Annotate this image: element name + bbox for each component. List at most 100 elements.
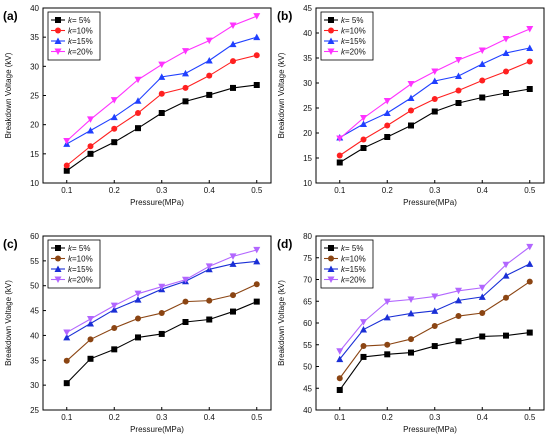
data-point <box>182 298 189 305</box>
data-point <box>336 152 343 159</box>
series-4 <box>63 13 261 145</box>
series-3 <box>63 33 261 147</box>
data-point <box>526 26 534 33</box>
data-point <box>431 293 439 300</box>
legend-marker <box>328 245 334 251</box>
data-point <box>134 290 142 298</box>
data-point <box>455 287 462 295</box>
data-point <box>110 97 118 104</box>
legend-entry: k=20% <box>68 48 93 57</box>
data-point <box>158 110 165 116</box>
data-point <box>87 316 94 323</box>
data-point <box>135 334 141 341</box>
data-point <box>360 319 367 326</box>
data-point <box>526 58 533 65</box>
data-point <box>63 333 71 341</box>
data-point <box>408 336 414 343</box>
data-point <box>206 316 213 323</box>
x-tick-label: 0.1 <box>61 186 73 195</box>
legend-marker <box>328 27 334 34</box>
series-1 <box>336 86 533 166</box>
legend-entry: k=10% <box>68 255 93 264</box>
data-point <box>63 357 70 364</box>
x-tick-label: 0.1 <box>61 413 73 422</box>
data-point <box>63 162 70 169</box>
y-tick-label: 30 <box>303 79 312 88</box>
data-point <box>206 72 213 79</box>
data-point <box>336 355 344 363</box>
legend: k= 5% k=10%k=15% k=20% <box>320 11 374 61</box>
data-point <box>502 49 510 56</box>
data-point <box>408 349 414 356</box>
data-point <box>431 343 438 350</box>
y-tick-label: 35 <box>30 33 39 42</box>
data-point <box>134 296 142 303</box>
data-point <box>182 98 189 105</box>
data-point <box>383 98 391 105</box>
data-point <box>253 52 260 59</box>
data-point <box>431 68 439 75</box>
data-point <box>336 159 343 166</box>
data-point <box>384 134 391 140</box>
y-tick-label: 20 <box>30 121 39 130</box>
chart-panel-3: 0.1 0.2 0.3 0.4 0.5 25 30 35 40 45 50 55 60 Pressure(… <box>3 232 272 434</box>
chart-panel-4: 0.1 0.2 0.3 0.4 0.5 40 45 50 55 60 65 70 75 80 Pressur… <box>277 232 545 434</box>
data-point <box>229 22 237 29</box>
data-point <box>408 107 414 114</box>
data-point <box>135 125 141 132</box>
legend-entry: k= 5% <box>68 16 90 25</box>
x-tick-label: 0.5 <box>251 186 263 195</box>
data-point <box>431 307 439 314</box>
data-point <box>383 109 391 116</box>
legend-marker <box>55 255 61 262</box>
data-point <box>478 60 486 67</box>
plot-frame <box>42 235 272 411</box>
x-tick-label: 0.2 <box>109 413 121 422</box>
series-1 <box>63 298 260 387</box>
y-axis-label: Breakdown Voltage (kV) <box>277 280 286 366</box>
data-point <box>502 261 510 269</box>
legend-marker <box>54 276 62 283</box>
series-4 <box>336 243 534 355</box>
data-point <box>253 82 260 88</box>
data-point <box>408 122 414 129</box>
data-point <box>110 306 118 313</box>
x-tick-label: 0.3 <box>156 186 168 195</box>
data-point <box>111 125 118 132</box>
x-tick-label: 0.4 <box>204 413 216 422</box>
y-tick-label: 10 <box>303 179 312 188</box>
data-point <box>455 72 462 79</box>
y-tick-label: 60 <box>30 232 39 241</box>
data-point <box>431 323 438 330</box>
series-1 <box>336 329 533 393</box>
data-point <box>182 319 189 326</box>
x-tick-label: 0.2 <box>109 186 121 195</box>
data-point <box>503 294 509 301</box>
legend-marker <box>327 265 335 272</box>
legend-entry: k= 5% <box>68 244 90 253</box>
y-tick-label: 15 <box>30 150 39 159</box>
data-point <box>407 81 415 88</box>
x-axis-label: Pressure(MPa) <box>130 425 184 434</box>
legend: k= 5% k=10%k=15% k=20% <box>47 239 101 289</box>
y-tick-label: 45 <box>30 307 39 316</box>
legend-entry: k=20% <box>68 276 93 285</box>
data-point <box>253 281 260 288</box>
data-point <box>87 319 94 327</box>
legend-marker <box>54 37 62 44</box>
legend-entry: k= 5% <box>341 244 363 253</box>
data-point <box>455 313 462 320</box>
y-tick-label: 15 <box>303 154 312 163</box>
data-point <box>158 283 166 291</box>
chart-panel-1: 0.1 0.2 0.3 0.4 0.5 10 15 20 25 30 35 40 Pressure(MP… <box>3 4 272 207</box>
series-2 <box>63 281 260 364</box>
y-tick-label: 50 <box>303 363 312 372</box>
y-tick-label: 50 <box>30 282 39 291</box>
legend-marker <box>54 265 62 272</box>
legend-marker <box>327 276 335 283</box>
y-tick-label: 40 <box>30 331 39 340</box>
y-tick-label: 65 <box>303 297 312 306</box>
data-point <box>479 309 486 316</box>
legend-marker <box>55 27 61 34</box>
y-tick-label: 55 <box>30 257 39 266</box>
